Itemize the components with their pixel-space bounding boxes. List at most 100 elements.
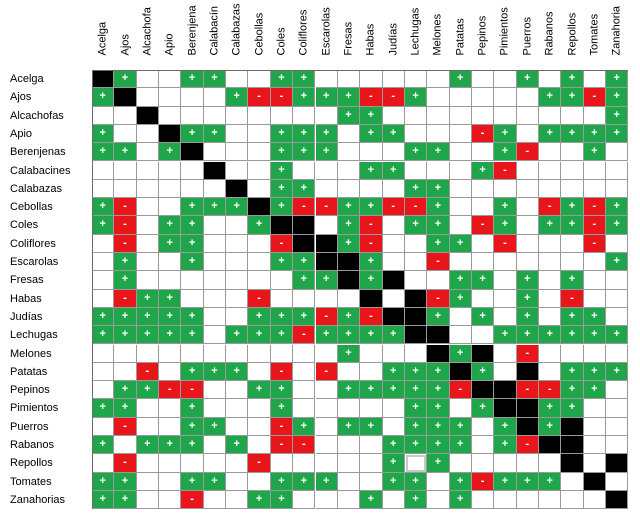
- self-cell[interactable]: [494, 381, 517, 400]
- empty-cell[interactable]: [181, 271, 204, 290]
- positive-cell[interactable]: +: [92, 307, 115, 327]
- empty-cell[interactable]: [203, 436, 227, 455]
- positive-cell[interactable]: +: [427, 216, 450, 235]
- empty-cell[interactable]: [226, 106, 249, 125]
- positive-cell[interactable]: +: [583, 307, 607, 327]
- positive-cell[interactable]: +: [360, 326, 383, 345]
- self-cell[interactable]: [471, 344, 495, 363]
- empty-cell[interactable]: [293, 381, 316, 400]
- empty-cell[interactable]: [203, 289, 227, 308]
- empty-cell[interactable]: [248, 234, 271, 253]
- positive-cell[interactable]: +: [471, 307, 495, 327]
- empty-cell[interactable]: [136, 417, 160, 436]
- empty-cell[interactable]: [539, 307, 562, 327]
- empty-cell[interactable]: [159, 344, 182, 363]
- positive-cell[interactable]: +: [583, 326, 607, 345]
- empty-cell[interactable]: [606, 161, 629, 180]
- empty-cell[interactable]: [159, 106, 182, 125]
- empty-cell[interactable]: [404, 271, 428, 290]
- positive-cell[interactable]: +: [203, 70, 227, 89]
- self-cell[interactable]: [159, 124, 182, 144]
- positive-cell[interactable]: +: [583, 124, 607, 144]
- self-cell[interactable]: [315, 253, 338, 272]
- empty-cell[interactable]: [471, 417, 495, 436]
- empty-cell[interactable]: [248, 161, 271, 180]
- positive-cell[interactable]: +: [427, 417, 450, 436]
- positive-cell[interactable]: +: [293, 307, 316, 327]
- negative-cell[interactable]: -: [293, 436, 316, 455]
- empty-cell[interactable]: [606, 234, 629, 253]
- empty-cell[interactable]: [159, 198, 182, 217]
- positive-cell[interactable]: +: [114, 271, 137, 290]
- positive-cell[interactable]: +: [92, 124, 115, 144]
- empty-cell[interactable]: [248, 362, 271, 382]
- positive-cell[interactable]: +: [270, 161, 294, 180]
- empty-cell[interactable]: [516, 161, 539, 180]
- empty-cell[interactable]: [337, 472, 361, 491]
- selected-cell[interactable]: [404, 454, 428, 473]
- positive-cell[interactable]: +: [471, 271, 495, 290]
- positive-cell[interactable]: +: [360, 161, 383, 180]
- negative-cell[interactable]: -: [181, 381, 204, 400]
- empty-cell[interactable]: [226, 271, 249, 290]
- empty-cell[interactable]: [136, 271, 160, 290]
- positive-cell[interactable]: +: [92, 490, 115, 510]
- positive-cell[interactable]: +: [382, 454, 405, 473]
- negative-cell[interactable]: -: [293, 326, 316, 345]
- positive-cell[interactable]: +: [337, 106, 361, 125]
- empty-cell[interactable]: [583, 399, 607, 418]
- negative-cell[interactable]: -: [315, 307, 338, 327]
- empty-cell[interactable]: [449, 179, 472, 199]
- positive-cell[interactable]: +: [360, 198, 383, 217]
- empty-cell[interactable]: [360, 454, 383, 473]
- empty-cell[interactable]: [449, 216, 472, 235]
- positive-cell[interactable]: +: [539, 326, 562, 345]
- empty-cell[interactable]: [203, 106, 227, 125]
- negative-cell[interactable]: -: [494, 161, 517, 180]
- self-cell[interactable]: [181, 143, 204, 162]
- positive-cell[interactable]: +: [404, 399, 428, 418]
- positive-cell[interactable]: +: [516, 307, 539, 327]
- empty-cell[interactable]: [471, 454, 495, 473]
- empty-cell[interactable]: [226, 399, 249, 418]
- empty-cell[interactable]: [203, 253, 227, 272]
- empty-cell[interactable]: [449, 326, 472, 345]
- empty-cell[interactable]: [606, 381, 629, 400]
- positive-cell[interactable]: +: [270, 253, 294, 272]
- empty-cell[interactable]: [181, 344, 204, 363]
- positive-cell[interactable]: +: [583, 381, 607, 400]
- empty-cell[interactable]: [471, 143, 495, 162]
- positive-cell[interactable]: +: [561, 88, 584, 107]
- positive-cell[interactable]: +: [181, 307, 204, 327]
- empty-cell[interactable]: [606, 344, 629, 363]
- negative-cell[interactable]: -: [561, 289, 584, 308]
- positive-cell[interactable]: +: [293, 271, 316, 290]
- positive-cell[interactable]: +: [561, 399, 584, 418]
- negative-cell[interactable]: -: [270, 234, 294, 253]
- positive-cell[interactable]: +: [427, 234, 450, 253]
- positive-cell[interactable]: +: [181, 253, 204, 272]
- empty-cell[interactable]: [203, 344, 227, 363]
- empty-cell[interactable]: [494, 454, 517, 473]
- negative-cell[interactable]: -: [539, 381, 562, 400]
- self-cell[interactable]: [270, 216, 294, 235]
- empty-cell[interactable]: [337, 289, 361, 308]
- positive-cell[interactable]: +: [561, 70, 584, 89]
- empty-cell[interactable]: [404, 70, 428, 89]
- empty-cell[interactable]: [583, 436, 607, 455]
- empty-cell[interactable]: [159, 399, 182, 418]
- empty-cell[interactable]: [92, 362, 115, 382]
- positive-cell[interactable]: +: [92, 216, 115, 235]
- empty-cell[interactable]: [449, 399, 472, 418]
- positive-cell[interactable]: +: [382, 436, 405, 455]
- empty-cell[interactable]: [494, 490, 517, 510]
- empty-cell[interactable]: [226, 234, 249, 253]
- empty-cell[interactable]: [136, 161, 160, 180]
- empty-cell[interactable]: [248, 399, 271, 418]
- empty-cell[interactable]: [136, 198, 160, 217]
- empty-cell[interactable]: [337, 179, 361, 199]
- empty-cell[interactable]: [226, 216, 249, 235]
- positive-cell[interactable]: +: [404, 490, 428, 510]
- empty-cell[interactable]: [382, 417, 405, 436]
- empty-cell[interactable]: [136, 344, 160, 363]
